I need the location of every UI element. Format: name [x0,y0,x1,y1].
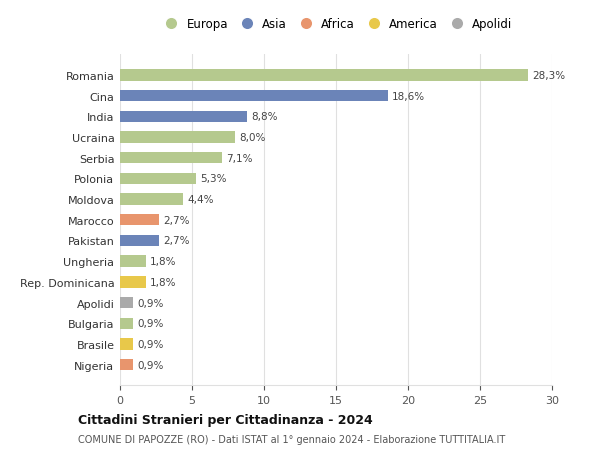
Bar [120,153,222,164]
Bar [120,235,159,246]
Bar [120,277,146,288]
Bar [120,215,159,226]
Text: 1,8%: 1,8% [150,277,177,287]
Bar [120,318,133,329]
Text: 7,1%: 7,1% [227,153,253,163]
Bar [120,339,133,350]
Text: 8,0%: 8,0% [239,133,266,143]
Legend: Europa, Asia, Africa, America, Apolidi: Europa, Asia, Africa, America, Apolidi [156,15,516,35]
Text: 5,3%: 5,3% [200,174,227,184]
Text: 2,7%: 2,7% [163,236,190,246]
Bar [120,256,146,267]
Text: 2,7%: 2,7% [163,215,190,225]
Text: COMUNE DI PAPOZZE (RO) - Dati ISTAT al 1° gennaio 2024 - Elaborazione TUTTITALIA: COMUNE DI PAPOZZE (RO) - Dati ISTAT al 1… [78,434,505,444]
Text: 0,9%: 0,9% [137,360,164,370]
Text: 0,9%: 0,9% [137,319,164,329]
Text: Cittadini Stranieri per Cittadinanza - 2024: Cittadini Stranieri per Cittadinanza - 2… [78,413,373,426]
Bar [120,194,184,205]
Text: 1,8%: 1,8% [150,257,177,267]
Text: 0,9%: 0,9% [137,339,164,349]
Bar [120,359,133,370]
Text: 8,8%: 8,8% [251,112,278,122]
Bar [120,174,196,185]
Bar [120,132,235,143]
Bar [120,112,247,123]
Text: 0,9%: 0,9% [137,298,164,308]
Text: 4,4%: 4,4% [188,195,214,205]
Text: 28,3%: 28,3% [532,71,565,81]
Bar [120,70,527,81]
Bar [120,91,388,102]
Bar [120,297,133,308]
Text: 18,6%: 18,6% [392,91,425,101]
